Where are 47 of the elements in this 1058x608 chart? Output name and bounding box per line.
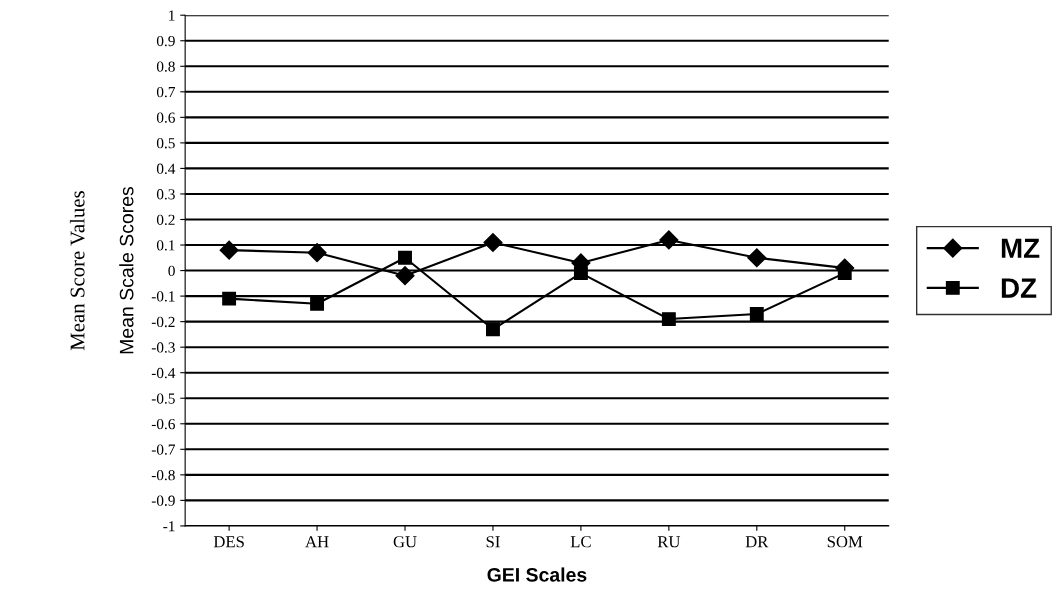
y-axis-title: Mean Scale Scores bbox=[119, 186, 134, 354]
x-axis-title: GEI Scales bbox=[487, 567, 587, 582]
y-tick-label: 0.7 bbox=[156, 86, 175, 98]
point bbox=[307, 243, 327, 263]
y-tick-label: 0.1 bbox=[156, 240, 175, 251]
x-tick-label: DR bbox=[745, 536, 769, 548]
legend-label: MZ bbox=[1001, 238, 1040, 258]
point bbox=[222, 291, 237, 306]
y-tick-label: 0.2 bbox=[156, 214, 175, 226]
y-tick-label: 0.3 bbox=[156, 189, 175, 200]
legend-label: DZ bbox=[1001, 278, 1037, 298]
point bbox=[398, 250, 412, 265]
x-tick-label: SOM bbox=[827, 536, 863, 548]
point bbox=[749, 307, 764, 321]
x-tick-label: GU bbox=[393, 536, 417, 548]
point bbox=[310, 296, 325, 311]
y-tick-label: 0 bbox=[168, 265, 175, 277]
y-tick-label: -0.2 bbox=[151, 316, 175, 328]
y-tick-label: -1 bbox=[163, 521, 175, 532]
point bbox=[219, 240, 239, 260]
y-tick-label: 0.9 bbox=[156, 35, 175, 47]
point bbox=[486, 322, 500, 337]
y-tick-label: -0.5 bbox=[151, 393, 175, 404]
point bbox=[747, 248, 767, 268]
y-tick-label: -0.7 bbox=[151, 444, 175, 455]
y-tick-label: -0.4 bbox=[151, 367, 176, 379]
x-tick-label: SI bbox=[486, 536, 500, 548]
y-tick-label: 0.8 bbox=[156, 61, 175, 72]
y-tick-label: -0.9 bbox=[151, 495, 175, 506]
y-tick-label: -0.8 bbox=[151, 469, 175, 481]
y-tick-label: 0.4 bbox=[156, 163, 176, 174]
point bbox=[483, 232, 503, 253]
x-tick-label: AH bbox=[305, 536, 329, 548]
point bbox=[661, 312, 676, 327]
y-tick-label: 1 bbox=[169, 10, 175, 21]
point bbox=[573, 266, 588, 281]
y-tick-label: 0.5 bbox=[156, 138, 175, 149]
x-tick-label: LC bbox=[570, 536, 591, 548]
y-tick-label: -0.1 bbox=[151, 291, 175, 302]
y-tick-label: 0.6 bbox=[156, 112, 175, 123]
y-tick-label: -0.6 bbox=[151, 418, 175, 430]
text: Mean Score Values bbox=[69, 191, 85, 351]
y-tick-label: -0.3 bbox=[151, 342, 175, 353]
point bbox=[659, 230, 679, 250]
x-tick-label: DES bbox=[213, 536, 244, 548]
point bbox=[395, 266, 415, 286]
x-tick-label: RU bbox=[657, 536, 681, 548]
